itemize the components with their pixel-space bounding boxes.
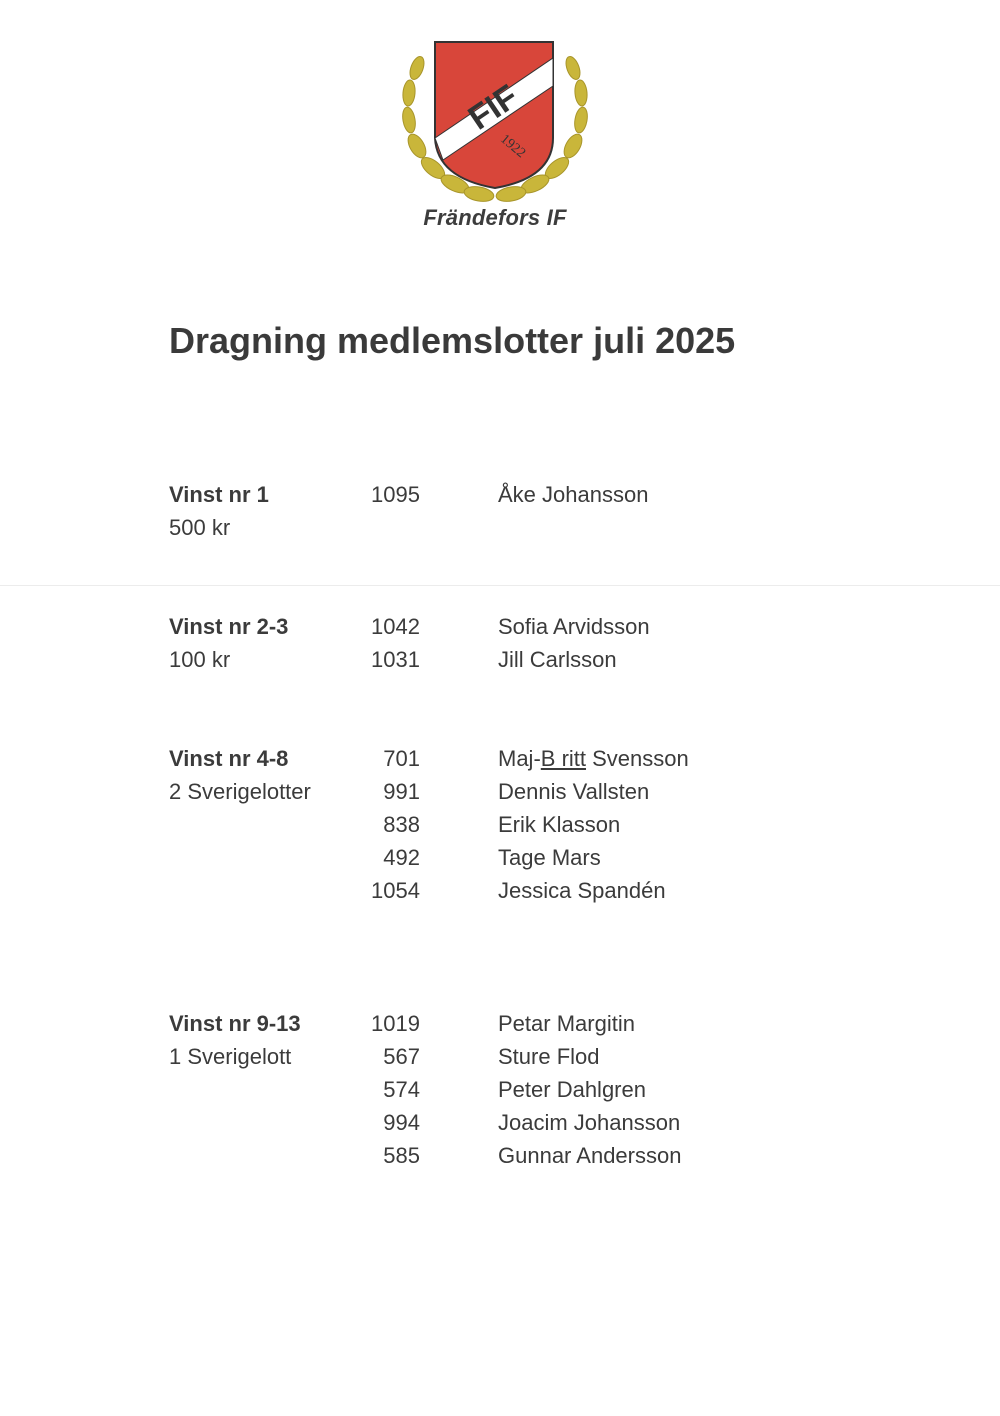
- prize-label: Vinst nr 9-13: [169, 1011, 301, 1036]
- winner-name: Petar Margitin: [498, 1011, 635, 1036]
- ticket-number: 1095: [371, 482, 420, 507]
- scan-fold-line: [0, 585, 1000, 586]
- prize-label: Vinst nr 4-8: [169, 746, 289, 771]
- winner-row: 2 Sverigelotter 991 Dennis Vallsten: [0, 775, 1000, 808]
- winner-row: 492 Tage Mars: [0, 841, 1000, 874]
- prize-value: 100 kr: [169, 647, 231, 672]
- winner-row: 994 Joacim Johansson: [0, 1106, 1000, 1139]
- winner-name: Sofia Arvidsson: [498, 614, 650, 639]
- ticket-number: 838: [383, 812, 420, 837]
- name-part: Maj-: [498, 746, 541, 771]
- name-part: Svensson: [586, 746, 689, 771]
- winner-name: Jessica Spandén: [498, 878, 666, 903]
- prize-value: 1 Sverigelott: [169, 1044, 292, 1069]
- winner-row: 1054 Jessica Spandén: [0, 874, 1000, 907]
- ticket-number: 1054: [371, 878, 420, 903]
- prize-value: 500 kr: [169, 515, 231, 540]
- name-part-underlined: B ritt: [540, 746, 587, 771]
- ticket-number: 701: [383, 746, 420, 771]
- winner-name: Tage Mars: [498, 845, 601, 870]
- ticket-number: 1031: [371, 647, 420, 672]
- ticket-number: 994: [383, 1110, 420, 1135]
- winner-name: Joacim Johansson: [498, 1110, 681, 1135]
- winner-row: 838 Erik Klasson: [0, 808, 1000, 841]
- prize-group: Vinst nr 4-8 701 Maj-B ritt Svensson 2 Sver…: [0, 742, 1000, 907]
- ticket-number: 991: [383, 779, 420, 804]
- winner-name: Jill Carlsson: [498, 647, 617, 672]
- prize-group: Vinst nr 9-13 1019 Petar Margitin 1 Sverige…: [0, 1007, 1000, 1172]
- winner-row: Vinst nr 9-13 1019 Petar Margitin: [0, 1007, 1000, 1040]
- winner-row: Vinst nr 4-8 701 Maj-B ritt Svensson: [0, 742, 1000, 775]
- laurel-wreath-icon: [402, 56, 588, 202]
- winner-name: Erik Klasson: [498, 812, 621, 837]
- page-title: Dragning medlemslotter juli 2025: [169, 320, 736, 361]
- winner-row: 100 kr 1031 Jill Carlsson: [0, 643, 1000, 676]
- winner-name: Åke Johansson: [498, 482, 649, 507]
- prize-label: Vinst nr 1: [169, 482, 269, 507]
- prize-group: Vinst nr 2-3 1042 Sofia Arvidsson 100 kr 103…: [0, 610, 1000, 676]
- prize-group: Vinst nr 1 1095 Åke Johansson 500 kr: [0, 478, 1000, 544]
- winner-row: 574 Peter Dahlgren: [0, 1073, 1000, 1106]
- ticket-number: 492: [383, 845, 420, 870]
- club-logo: FIF 1922: [402, 41, 588, 202]
- winner-name: Peter Dahlgren: [498, 1077, 646, 1102]
- winner-name: Sture Flod: [498, 1044, 600, 1069]
- winner-row: Vinst nr 1 1095 Åke Johansson: [0, 478, 1000, 511]
- ticket-number: 585: [383, 1143, 420, 1168]
- winner-name: Dennis Vallsten: [498, 779, 650, 804]
- shield-icon: FIF 1922: [434, 41, 554, 190]
- club-name: Frändefors IF: [423, 205, 567, 230]
- prize-label: Vinst nr 2-3: [169, 614, 289, 639]
- winner-name: Maj-B ritt Svensson: [498, 742, 689, 775]
- ticket-number: 1042: [371, 614, 420, 639]
- ticket-number: 567: [383, 1044, 420, 1069]
- ticket-number: 574: [383, 1077, 420, 1102]
- winner-row: Vinst nr 2-3 1042 Sofia Arvidsson: [0, 610, 1000, 643]
- winner-row: 585 Gunnar Andersson: [0, 1139, 1000, 1172]
- ticket-number: 1019: [371, 1011, 420, 1036]
- winner-name: Gunnar Andersson: [498, 1143, 682, 1168]
- prize-value: 2 Sverigelotter: [169, 779, 311, 804]
- winner-row: 1 Sverigelott 567 Sture Flod: [0, 1040, 1000, 1073]
